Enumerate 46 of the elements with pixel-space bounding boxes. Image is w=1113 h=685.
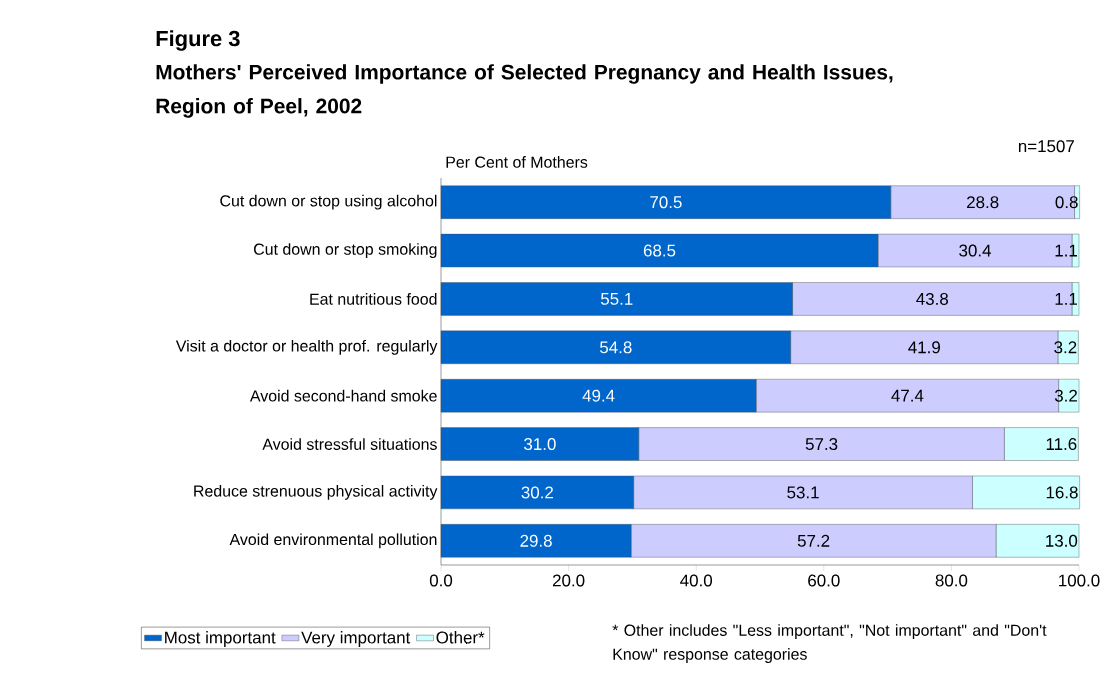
data-label: 43.8	[916, 292, 949, 305]
data-label: 1.1	[1055, 293, 1077, 305]
data-label: 47.4	[891, 389, 924, 402]
data-label: 55.1	[600, 293, 633, 305]
data-label: 16.8	[1046, 486, 1078, 499]
data-label: 41.9	[908, 341, 940, 354]
legend-label: Other*	[436, 631, 485, 644]
x-tick-label: 100.0	[1059, 574, 1100, 587]
text: n=1507	[1018, 140, 1074, 153]
x-tick-label: 40.0	[680, 574, 713, 587]
data-label: 30.2	[521, 486, 553, 499]
y-tick-label: Reduce strenuous physical activity	[194, 485, 438, 500]
data-label: 54.8	[600, 341, 632, 354]
text: Figure 3	[156, 30, 240, 51]
data-label: 13.0	[1046, 534, 1078, 547]
x-axis-title: Per Cent of Mothers	[446, 156, 588, 168]
data-label: 53.1	[787, 486, 819, 499]
y-tick-label: Avoid stressful situations	[262, 438, 437, 450]
x-tick-label: 0.0	[429, 574, 453, 587]
legend-label: Very important	[301, 631, 411, 647]
data-label: 68.5	[643, 244, 676, 257]
text: * Other includes "Less important", "Not important" and "Don't Know" response categories	[612, 624, 1047, 663]
y-tick-label: Cut down or stop smoking	[254, 243, 437, 258]
x-tick-label: 20.0	[552, 574, 585, 587]
data-label: 28.8	[967, 196, 999, 209]
data-label: 3.2	[1054, 389, 1077, 402]
data-label: 49.4	[582, 389, 615, 402]
y-tick-label: Cut down or stop using alcohol	[220, 194, 437, 210]
y-tick-label: Eat nutritious food	[310, 293, 437, 305]
legend-label: Most important	[165, 631, 276, 647]
x-tick-label: 60.0	[808, 574, 840, 587]
x-tick-label: 80.0	[935, 574, 968, 587]
data-label: 0.8	[1055, 196, 1078, 209]
data-label: 3.2	[1054, 341, 1077, 354]
data-label: 70.5	[650, 196, 682, 209]
data-label: 31.0	[524, 438, 556, 451]
data-label: 29.8	[520, 534, 552, 547]
data-label: 11.6	[1046, 438, 1077, 451]
data-label: 57.2	[797, 534, 830, 547]
y-tick-label: Visit a doctor or health prof. regularly	[175, 339, 438, 355]
chart-subtitle: Mothers' Perceived Importance of Selected Pregnancy and Health Issues, Region of Peel, 2002	[156, 64, 893, 118]
data-label: 30.4	[959, 244, 991, 257]
y-tick-label: Avoid environmental pollution	[229, 533, 437, 549]
y-tick-label: Avoid second-hand smoke	[249, 389, 437, 402]
data-label: 1.1	[1055, 244, 1077, 257]
data-label: 57.3	[805, 438, 838, 451]
